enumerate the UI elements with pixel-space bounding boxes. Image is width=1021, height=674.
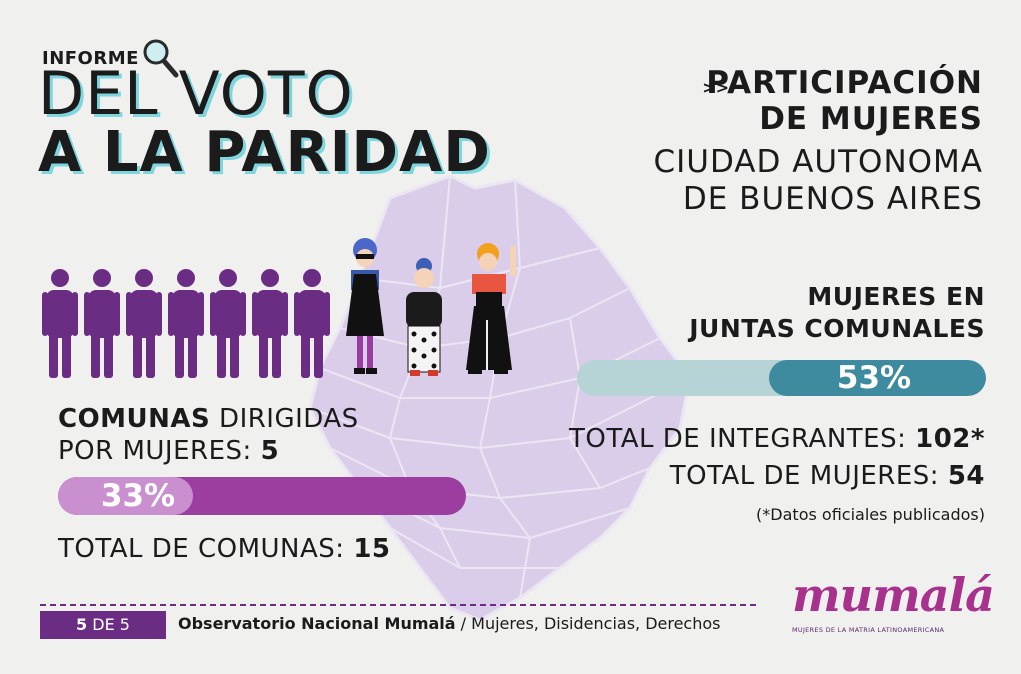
footer-org: Observatorio Nacional Mumalá [178,614,456,633]
footer-credit: Observatorio Nacional Mumalá / Mujeres, … [178,614,721,633]
man-silhouette [42,269,78,378]
comunas-percent-label: 33% [100,478,176,514]
total-comunas: TOTAL DE COMUNAS: 15 [58,534,391,564]
page-total: 5 [119,615,130,634]
title-line-2: A LA PARIDAD [38,120,491,185]
man-silhouette [294,269,330,378]
page-current: 5 [76,615,88,634]
logo-subtitle: MUJERES DE LA MATRIA LATINOAMERICANA [792,626,945,634]
footnote: (*Datos oficiales publicados) [756,505,985,524]
section-heading-line-2: DE MUJERES [759,101,983,137]
mumala-logo: mumalá MUJERES DE LA MATRIA LATINOAMERIC… [792,568,995,640]
comunas-count: 5 [260,436,280,466]
man-silhouette [168,269,204,378]
people-figures [42,238,516,378]
footer-divider [40,604,756,606]
page-separator: DE [87,615,120,634]
report-kicker: INFORME [42,48,139,69]
section-heading-line-1: PARTICIPACIÓN [706,65,983,101]
woman-figure-3 [466,243,516,374]
section-heading-line-4: DE BUENOS AIRES [682,181,983,217]
juntas-progress-fill [769,360,986,396]
man-silhouette [126,269,162,378]
juntas-title-line-1: MUJERES EN [807,282,985,311]
arrow-marker: >> [702,78,729,97]
total-integrantes-value: 102* [915,424,985,454]
total-comunas-value: 15 [353,534,391,564]
magnifier-icon [143,39,179,78]
total-mujeres-label: TOTAL DE MUJERES: [669,461,948,491]
comunas-label-rest: DIRIGIDAS [210,404,359,434]
comunas-label-line-2: POR MUJERES: 5 [58,436,279,466]
juntas-percent-label: 53% [836,360,912,396]
man-silhouette [210,269,246,378]
total-mujeres-value: 54 [947,461,985,491]
title-line-1: DEL VOTO [38,59,354,129]
section-heading-line-3: CIUDAD AUTONOMA [653,144,983,180]
man-silhouette [84,269,120,378]
juntas-progress-bar [577,360,986,396]
man-silhouette [252,269,288,378]
logo-wordmark: mumalá [792,568,995,622]
comunas-progress-bar [58,477,466,515]
footer-tagline: / Mujeres, Disidencias, Derechos [455,614,721,633]
woman-figure-1 [346,238,384,374]
total-integrantes-label: TOTAL DE INTEGRANTES: [569,424,916,454]
comunas-label-bold: COMUNAS [58,404,211,434]
woman-figure-2 [406,258,442,376]
total-comunas-label: TOTAL DE COMUNAS: [58,534,354,564]
comunas-label-line2: POR MUJERES: [58,436,261,466]
total-mujeres: TOTAL DE MUJERES: 54 [670,461,985,491]
comunas-progress-fill [58,477,193,515]
juntas-title-line-2: JUNTAS COMUNALES [689,314,985,343]
comunas-label-line-1: COMUNAS DIRIGIDAS [58,404,359,434]
page-indicator: 5 DE 5 [40,611,166,639]
total-integrantes: TOTAL DE INTEGRANTES: 102* [569,424,985,454]
men-silhouettes [42,269,330,378]
